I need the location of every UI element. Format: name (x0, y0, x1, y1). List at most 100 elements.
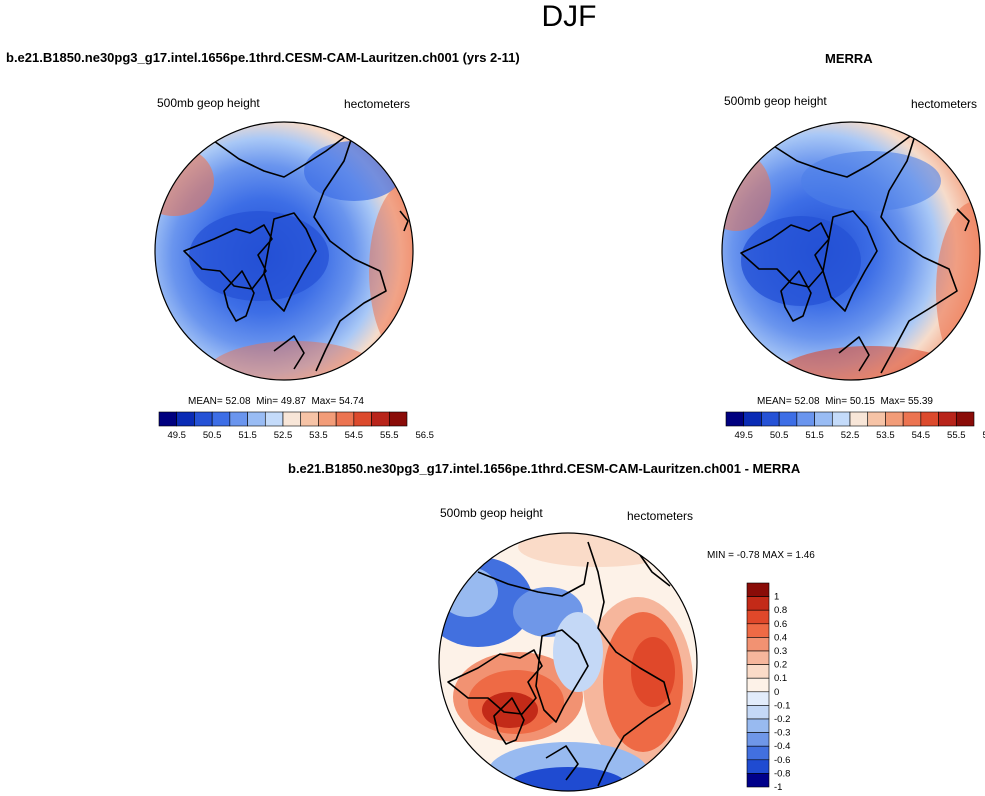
colorbar-label: 56.5 (415, 430, 434, 441)
colorbar-label: 0.3 (774, 646, 787, 657)
colorbar-label: 52.5 (274, 430, 293, 441)
panel-2-colorbar: 49.5 50.5 51.5 52.5 53.5 54.5 55.5 56.5 (725, 411, 985, 441)
max-label: Max= (311, 396, 337, 407)
colorbar-swatch (746, 773, 770, 788)
colorbar-swatch (746, 637, 770, 652)
colorbar-swatch (229, 411, 248, 427)
colorbar-swatch (725, 411, 745, 427)
colorbar-swatch (176, 411, 195, 427)
colorbar-label: -0.2 (774, 714, 790, 725)
colorbar-label: 49.5 (734, 430, 753, 441)
min-value: 50.15 (849, 396, 875, 407)
colorbar-swatch (318, 411, 337, 427)
colorbar-swatch (746, 650, 770, 665)
colorbar-swatch (371, 411, 390, 427)
colorbar-swatch (746, 623, 770, 638)
colorbar-label: -0.8 (774, 768, 790, 779)
colorbar-swatch (746, 718, 770, 733)
colorbar-label: 51.5 (805, 430, 824, 441)
colorbar-swatch (746, 705, 770, 720)
max-value: 55.39 (907, 396, 933, 407)
max-value: 1.46 (795, 550, 815, 561)
colorbar-label: 56.5 (982, 430, 985, 441)
colorbar-swatch (796, 411, 815, 427)
min-label: Min= (825, 396, 848, 407)
colorbar-label: 55.5 (947, 430, 966, 441)
colorbar-swatch (746, 745, 770, 761)
mean-value: 52.08 (794, 396, 820, 407)
colorbar-swatch (746, 759, 770, 774)
colorbar-label: -0.6 (774, 755, 790, 766)
mean-label: MEAN= (757, 396, 792, 407)
colorbar-label: 0.4 (774, 632, 787, 643)
colorbar-swatch (955, 411, 975, 427)
colorbar-label: 54.5 (912, 430, 931, 441)
panel-1-colorbar: 49.5 50.5 51.5 52.5 53.5 54.5 55.5 56.5 (158, 411, 434, 441)
colorbar-label: 53.5 (876, 430, 895, 441)
min-value: -0.78 (736, 550, 760, 561)
min-value: 49.87 (280, 396, 306, 407)
colorbar-label: -0.4 (774, 741, 790, 752)
colorbar-swatch (743, 411, 762, 427)
min-label: Min= (256, 396, 279, 407)
panel-1-variable: 500mb geop height (157, 96, 260, 110)
colorbar-swatch (746, 664, 770, 679)
panel-2-stats: MEAN= 52.08 Min= 50.15 Max= 55.39 (757, 396, 933, 407)
colorbar-swatch (746, 691, 770, 706)
colorbar-label: 0.2 (774, 660, 787, 671)
min-label: MIN = (707, 550, 734, 561)
colorbar-label: 53.5 (309, 430, 328, 441)
panel-1-units: hectometers (344, 97, 411, 111)
colorbar-label: -0.3 (774, 728, 790, 739)
colorbar-swatch (746, 609, 770, 625)
mean-value: 52.08 (225, 396, 251, 407)
panel-3-title: b.e21.B1850.ne30pg3_g17.intel.1656pe.1th… (288, 461, 801, 476)
colorbar-swatch (849, 411, 869, 427)
colorbar-label: 0 (774, 687, 779, 698)
colorbar-label: 0.6 (774, 619, 787, 630)
colorbar-swatch (746, 596, 770, 611)
panel-2-variable: 500mb geop height (724, 94, 827, 108)
panel-3-units: hectometers (627, 509, 694, 523)
colorbar-label: 55.5 (380, 430, 399, 441)
panel-3-variable: 500mb geop height (440, 506, 543, 520)
colorbar-swatch (761, 411, 780, 427)
max-label: Max= (880, 396, 906, 407)
colorbar-swatch (194, 411, 213, 427)
colorbar-swatch (885, 411, 904, 427)
max-value: 54.74 (338, 396, 364, 407)
colorbar-swatch (353, 411, 372, 427)
panel-1-map (154, 121, 414, 381)
colorbar-swatch (388, 411, 408, 427)
panel-1-stats: MEAN= 52.08 Min= 49.87 Max= 54.74 (188, 396, 364, 407)
colorbar-swatch (247, 411, 266, 427)
colorbar-swatch (746, 582, 770, 597)
max-label: MAX = (762, 550, 793, 561)
colorbar-label: 49.5 (167, 430, 186, 441)
colorbar-label: 50.5 (203, 430, 222, 441)
colorbar-label: 1 (774, 592, 779, 603)
colorbar-label: 0.8 (774, 605, 787, 616)
colorbar-swatch (778, 411, 798, 427)
colorbar-swatch (158, 411, 178, 427)
colorbar-label: 52.5 (841, 430, 860, 441)
colorbar-label: 50.5 (770, 430, 789, 441)
colorbar-label: -1 (774, 782, 782, 793)
colorbar-swatch (746, 677, 770, 693)
figure-title: DJF (541, 0, 597, 33)
panel-3-map (438, 532, 698, 792)
panel-2-units: hectometers (911, 97, 978, 111)
colorbar-swatch (831, 411, 851, 427)
panel-2-map (721, 121, 981, 381)
colorbar-swatch (938, 411, 957, 427)
colorbar-swatch (264, 411, 284, 427)
mean-label: MEAN= (188, 396, 223, 407)
panel-3-stats: MIN = -0.78 MAX = 1.46 (707, 550, 815, 561)
panel-3-colorbar: 1 0.8 0.6 0.4 0.3 0.2 0.1 0 -0.1 -0.2 -0.3 -0.4 -0.6… (746, 582, 790, 793)
colorbar-label: -0.1 (774, 700, 790, 711)
colorbar-swatch (335, 411, 355, 427)
colorbar-swatch (746, 732, 770, 747)
colorbar-label: 0.1 (774, 673, 787, 684)
colorbar-swatch (902, 411, 922, 427)
colorbar-swatch (300, 411, 319, 427)
